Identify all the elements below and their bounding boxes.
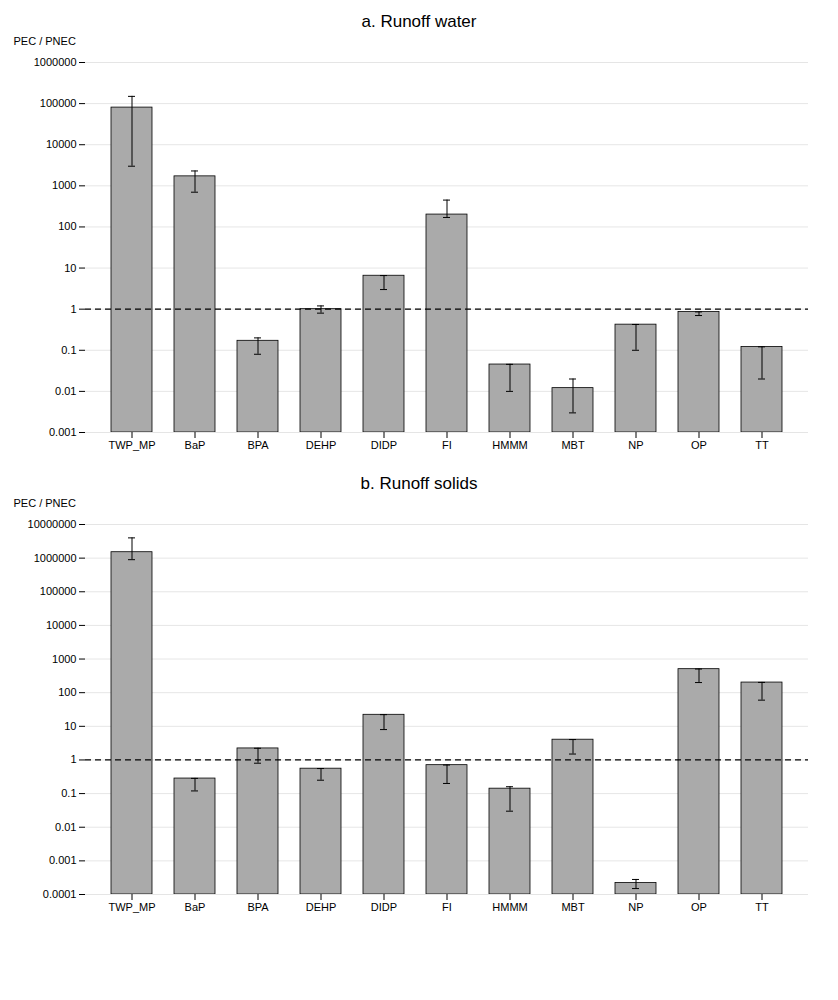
svg-text:10000: 10000 — [46, 138, 77, 150]
svg-text:NP: NP — [628, 439, 643, 451]
svg-text:TWP_MP: TWP_MP — [108, 439, 155, 451]
svg-text:0.0001: 0.0001 — [43, 888, 77, 900]
svg-text:TT: TT — [755, 901, 769, 913]
svg-text:OP: OP — [691, 901, 707, 913]
svg-text:PEC / PNEC: PEC / PNEC — [14, 35, 76, 47]
svg-text:NP: NP — [628, 901, 643, 913]
svg-text:100: 100 — [58, 220, 76, 232]
svg-text:BaP: BaP — [185, 901, 206, 913]
svg-text:DEHP: DEHP — [306, 439, 337, 451]
svg-text:TWP_MP: TWP_MP — [108, 901, 155, 913]
svg-text:1: 1 — [70, 753, 76, 765]
svg-text:0.001: 0.001 — [49, 426, 77, 438]
svg-text:1000000: 1000000 — [34, 56, 77, 68]
svg-text:0.001: 0.001 — [49, 854, 77, 866]
svg-text:10: 10 — [64, 262, 76, 274]
svg-text:TT: TT — [755, 439, 769, 451]
svg-text:100: 100 — [58, 686, 76, 698]
svg-text:HMMM: HMMM — [492, 901, 527, 913]
svg-text:DIDP: DIDP — [371, 901, 397, 913]
svg-text:FI: FI — [442, 901, 452, 913]
svg-text:BaP: BaP — [185, 439, 206, 451]
svg-text:OP: OP — [691, 439, 707, 451]
svg-text:MBT: MBT — [561, 901, 585, 913]
svg-text:DEHP: DEHP — [306, 901, 337, 913]
svg-text:PEC / PNEC: PEC / PNEC — [14, 497, 76, 509]
svg-text:1000000: 1000000 — [34, 552, 77, 564]
svg-text:1000: 1000 — [52, 179, 76, 191]
svg-text:DIDP: DIDP — [371, 439, 397, 451]
svg-text:MBT: MBT — [561, 439, 585, 451]
svg-text:FI: FI — [442, 439, 452, 451]
svg-text:0.01: 0.01 — [55, 821, 76, 833]
svg-text:10000: 10000 — [46, 619, 77, 631]
svg-text:1000: 1000 — [52, 653, 76, 665]
svg-text:100000: 100000 — [40, 585, 77, 597]
svg-text:BPA: BPA — [247, 439, 269, 451]
html-text:a. Runoff water: a. Runoff water — [361, 12, 477, 31]
svg-text:0.01: 0.01 — [55, 385, 76, 397]
svg-text:0.1: 0.1 — [61, 787, 76, 799]
svg-text:10000000: 10000000 — [28, 518, 77, 530]
svg-text:1: 1 — [70, 303, 76, 315]
svg-text:BPA: BPA — [247, 901, 269, 913]
html-text:b. Runoff solids: b. Runoff solids — [360, 474, 478, 493]
svg-text:0.1: 0.1 — [61, 344, 76, 356]
svg-text:100000: 100000 — [40, 97, 77, 109]
svg-text:10: 10 — [64, 720, 76, 732]
svg-text:HMMM: HMMM — [492, 439, 527, 451]
